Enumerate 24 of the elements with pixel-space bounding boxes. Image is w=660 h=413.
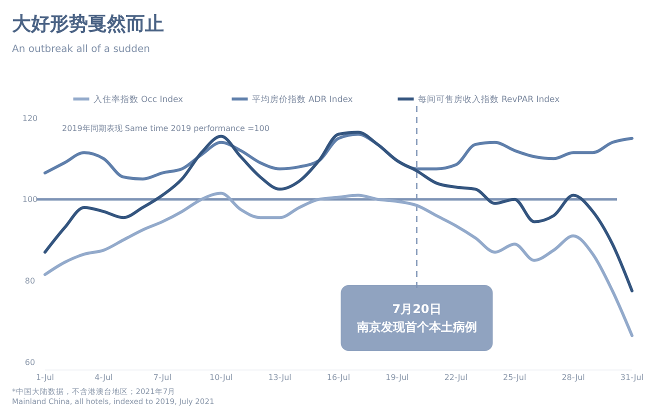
x-tick-label: 7-Jul — [153, 373, 172, 382]
x-tick-label: 16-Jul — [326, 373, 350, 382]
x-tick-label: 28-Jul — [562, 373, 585, 382]
annotation: 南京发现首个本土病例 — [356, 320, 477, 334]
line-series — [44, 192, 634, 338]
ref-line-label: 7月20日 — [392, 302, 442, 316]
y-tick-label: 60 — [24, 358, 36, 367]
x-tick-label: 13-Jul — [268, 373, 292, 382]
y-tick-label: 120 — [22, 114, 38, 123]
annotation: 2019年同期表现 Same time 2019 performance =100 — [62, 124, 270, 133]
x-tick-label: 10-Jul — [210, 373, 233, 382]
legend-label: 平均房价指数 ADR Index — [252, 94, 353, 105]
y-tick-label: 100 — [22, 195, 38, 204]
legend-label: 入住率指数 Occ Index — [93, 94, 184, 105]
x-tick-label: 19-Jul — [386, 373, 409, 382]
x-tick-label: 25-Jul — [503, 373, 526, 382]
y-tick-label: 80 — [24, 276, 36, 286]
chart-title: 大好形势戛然而止 — [12, 13, 164, 35]
chart-subtitle: An outbreak all of a sudden — [12, 44, 150, 55]
x-tick-label: 1-Jul — [36, 373, 54, 382]
x-tick-label: 31-Jul — [620, 373, 644, 382]
x-tick-label: 4-Jul — [94, 373, 113, 382]
legend-label: 每间可售房收入指数 RevPAR Index — [418, 94, 560, 105]
x-tick-label: 22-Jul — [444, 373, 468, 382]
